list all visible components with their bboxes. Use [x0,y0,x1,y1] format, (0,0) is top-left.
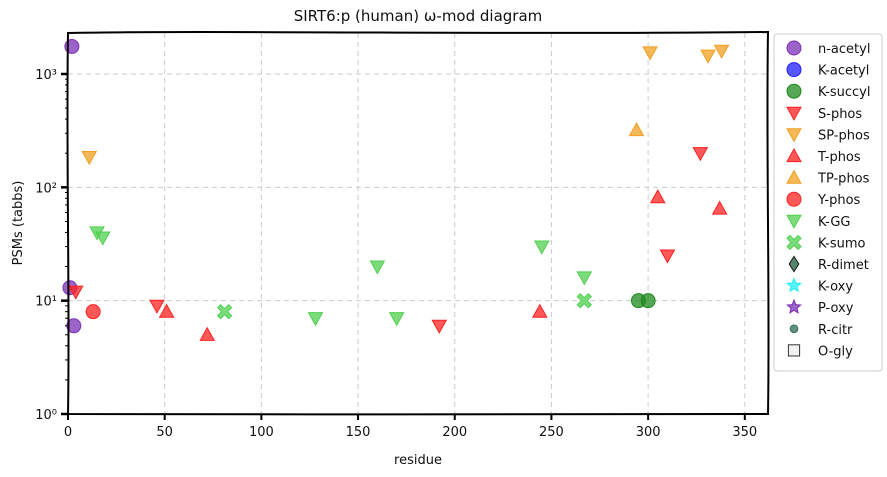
point-K-sumo [576,292,593,309]
legend-marker-n-acetyl [786,40,802,56]
legend-marker-TP-phos [786,169,802,184]
x-axis-label: residue [394,453,442,468]
point-K-sumo [216,303,233,320]
point-K-GG [369,260,386,275]
point-S-phos [659,249,676,264]
point-T-phos [531,303,548,318]
legend-marker-K-oxy [786,277,802,293]
legend-marker-K-acetyl [786,62,802,78]
legend-marker-K-sumo [786,234,802,251]
point-T-phos [199,326,216,341]
legend-label: K-sumo [818,236,866,251]
x-tick-label: 250 [539,425,564,440]
legend-label: K-oxy [818,280,853,295]
data-points [62,38,730,341]
point-K-GG [388,312,405,327]
legend-marker-Y-phos [786,191,802,207]
legend-label: S-phos [818,107,862,122]
point-S-phos [431,319,448,334]
x-tick-label: 300 [636,425,661,440]
legend-label: Y-phos [817,193,861,208]
point-SP-phos [81,150,98,166]
legend-marker-K-GG [786,214,802,229]
grid [68,33,768,414]
legend-label: n-acetyl [818,42,870,57]
legend-marker-P-oxy [786,298,802,314]
point-K-GG [576,271,593,286]
legend-label: TP-phos [817,172,870,187]
x-tick-label: 0 [64,425,72,440]
x-tick-label: 100 [249,425,274,440]
chart-title: SIRT6:p (human) ω-mod diagram [294,7,543,25]
y-tick-label: 10¹ [35,295,57,310]
point-T-phos [649,189,666,204]
y-tick-label: 10⁰ [35,408,57,423]
point-S-phos [67,285,84,300]
point-S-phos [692,147,709,162]
legend-marker-R-dimet [788,255,800,273]
y-axis: 10⁰ 10¹ 10² 10³ [35,68,68,423]
legend-label: O-gly [818,344,853,359]
legend-marker-S-phos [786,106,802,121]
legend-label: K-acetyl [818,64,869,79]
point-K-GG [533,240,550,255]
point-SP-phos [713,44,730,59]
point-K-succyl [640,293,656,309]
y-tick-label: 10³ [35,68,57,83]
legend-marker-K-succyl [786,83,802,99]
point-K-GG [94,231,111,246]
y-axis-label: PSMs (tabbs) [11,181,26,266]
y-tick-label: 10² [35,181,57,196]
x-axis: 0 50 100 150 200 250 300 350 [64,414,757,440]
point-T-phos [158,303,175,318]
legend-box [773,33,883,372]
legend-marker-SP-phos [786,128,802,143]
legend-label: K-succyl [818,85,870,100]
legend-marker-O-gly [787,344,801,357]
point-K-GG [307,312,324,327]
point-S-phos [149,299,165,314]
point-TP-phos [628,122,645,137]
legend-marker-T-phos [786,147,802,163]
legend-marker-R-citr [789,324,799,334]
point-SP-phos [642,46,658,61]
x-tick-label: 350 [732,425,757,440]
point-SP-phos [700,49,716,64]
legend-label: R-citr [818,323,853,338]
plot-frame [66,30,770,416]
x-tick-label: 200 [442,425,467,440]
x-tick-label: 150 [346,425,371,440]
x-tick-label: 50 [156,425,173,440]
legend: n-acetyl K-acetyl K-succyl S-phos SP-phos T-p… [773,33,883,372]
legend-label: K-GG [818,215,850,230]
legend-label: R-dimet [818,258,869,273]
legend-label: P-oxy [818,301,854,316]
legend-label: SP-phos [818,128,870,143]
point-Y-phos [85,304,101,320]
point-T-phos [711,200,728,215]
legend-label: T-phos [817,150,861,165]
